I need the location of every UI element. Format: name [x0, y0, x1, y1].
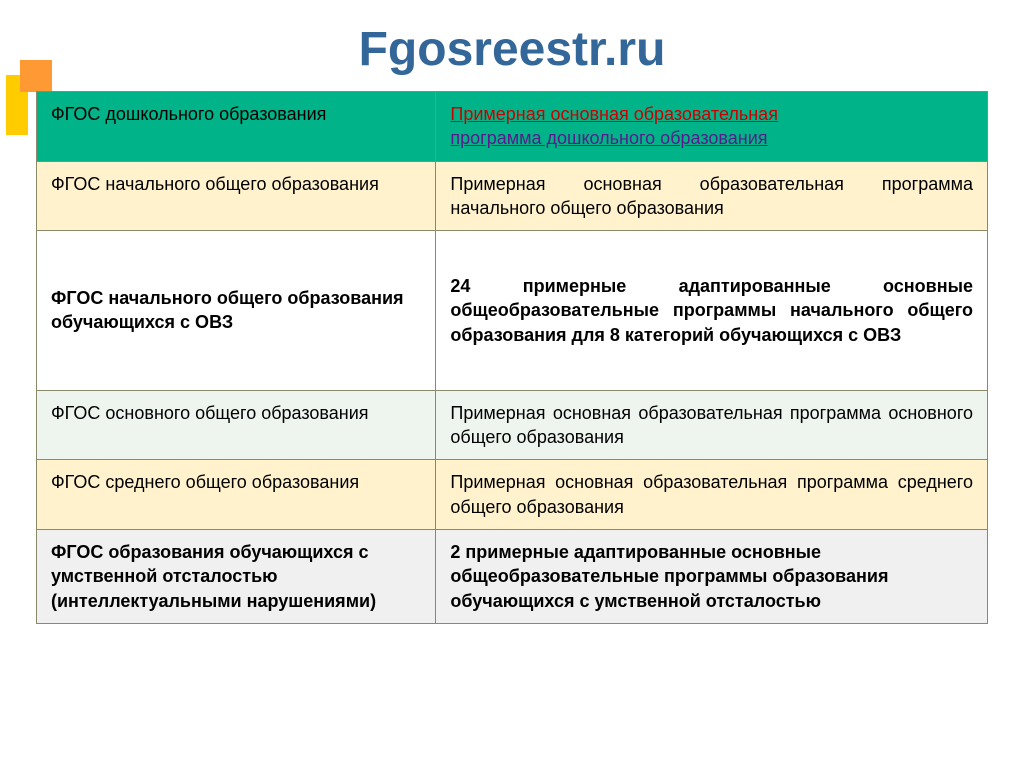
cell-right: 24 примерные адаптированные основные общ… — [436, 231, 988, 391]
cell-left: ФГОС среднего общего образования — [37, 460, 436, 530]
cell-left: ФГОС начального общего образования — [37, 161, 436, 231]
cell-right: Примерная основная образовательная прогр… — [436, 390, 988, 460]
cell-right: 2 примерные адаптированные основные обще… — [436, 529, 988, 623]
table-row: ФГОС начального общего образования обуча… — [37, 231, 988, 391]
program-link-line2[interactable]: программа дошкольного образования — [450, 128, 767, 148]
page-title: Fgosreestr.ru — [0, 0, 1024, 91]
table-row: ФГОС начального общего образования Приме… — [37, 161, 988, 231]
cell-left: ФГОС начального общего образования обуча… — [37, 231, 436, 391]
cell-right: Примерная основная образовательная прогр… — [436, 92, 988, 162]
table-row: ФГОС дошкольного образования Примерная о… — [37, 92, 988, 162]
cell-left: ФГОС дошкольного образования — [37, 92, 436, 162]
cell-left: ФГОС основного общего образования — [37, 390, 436, 460]
fgos-table: ФГОС дошкольного образования Примерная о… — [36, 91, 988, 624]
table-row: ФГОС среднего общего образования Примерн… — [37, 460, 988, 530]
cell-right: Примерная основная образовательная прогр… — [436, 460, 988, 530]
table-row: ФГОС образования обучающихся с умственно… — [37, 529, 988, 623]
cell-left: ФГОС образования обучающихся с умственно… — [37, 529, 436, 623]
program-link-line1[interactable]: Примерная основная образовательная — [450, 104, 778, 124]
table-row: ФГОС основного общего образования Пример… — [37, 390, 988, 460]
cell-right: Примерная основная образовательная прогр… — [436, 161, 988, 231]
